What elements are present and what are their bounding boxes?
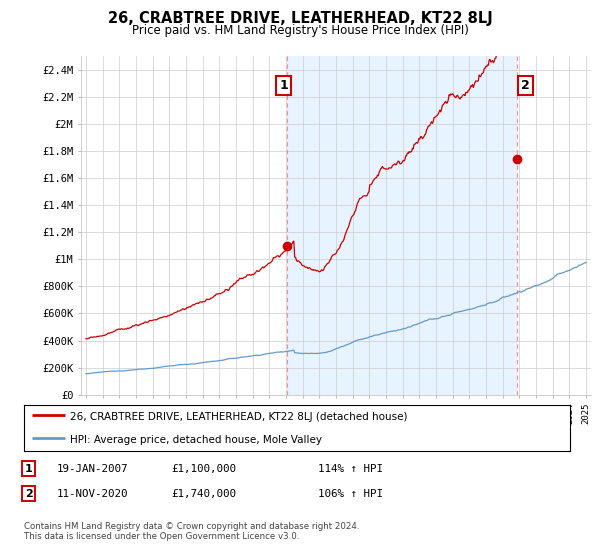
Text: 1: 1: [279, 80, 288, 92]
Text: 19-JAN-2007: 19-JAN-2007: [57, 464, 128, 474]
Text: £1,100,000: £1,100,000: [171, 464, 236, 474]
Text: 26, CRABTREE DRIVE, LEATHERHEAD, KT22 8LJ: 26, CRABTREE DRIVE, LEATHERHEAD, KT22 8L…: [107, 11, 493, 26]
Text: 106% ↑ HPI: 106% ↑ HPI: [318, 489, 383, 499]
Text: Price paid vs. HM Land Registry's House Price Index (HPI): Price paid vs. HM Land Registry's House …: [131, 24, 469, 36]
Bar: [287, 56, 517, 395]
Text: 26, CRABTREE DRIVE, LEATHERHEAD, KT22 8LJ (detached house): 26, CRABTREE DRIVE, LEATHERHEAD, KT22 8L…: [70, 412, 408, 422]
Text: Contains HM Land Registry data © Crown copyright and database right 2024.
This d: Contains HM Land Registry data © Crown c…: [24, 522, 359, 542]
Text: £1,740,000: £1,740,000: [171, 489, 236, 499]
Text: 2: 2: [521, 80, 530, 92]
Text: 2: 2: [25, 489, 32, 499]
Text: HPI: Average price, detached house, Mole Valley: HPI: Average price, detached house, Mole…: [70, 435, 322, 445]
Text: 1: 1: [25, 464, 32, 474]
Text: 114% ↑ HPI: 114% ↑ HPI: [318, 464, 383, 474]
Text: 11-NOV-2020: 11-NOV-2020: [57, 489, 128, 499]
